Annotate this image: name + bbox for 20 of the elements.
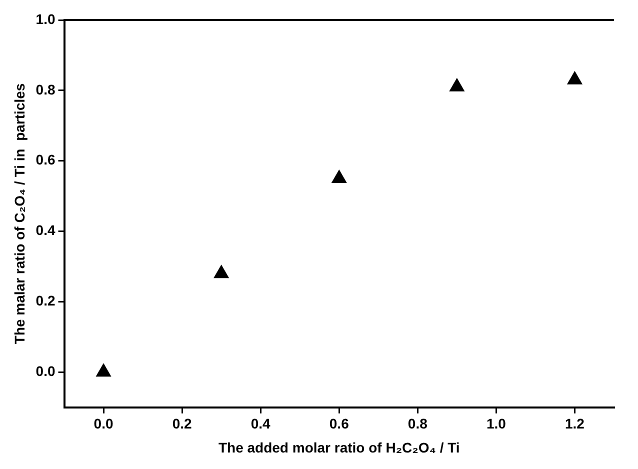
point xyxy=(567,71,582,84)
x-tick-label: 0.4 xyxy=(250,416,271,432)
x-tick-label: 1.2 xyxy=(565,416,585,432)
y-tick-label: 1.0 xyxy=(36,10,56,27)
point xyxy=(450,78,464,92)
y-tick-label: 0.6 xyxy=(36,152,56,168)
y-axis-title: The malar ratio of C₂O₄ / Ti in particles xyxy=(11,83,28,344)
point xyxy=(214,265,229,278)
point xyxy=(332,170,347,183)
y-tick-label: 0.0 xyxy=(36,363,56,380)
x-axis-title: The added molar ratio of H₂C₂O₄ / Ti xyxy=(218,439,460,456)
point xyxy=(96,364,111,377)
y-tick-label: 0.4 xyxy=(36,222,56,238)
y-tick-label: 0.2 xyxy=(36,292,56,309)
y-tick-label: 0.8 xyxy=(36,81,56,98)
x-tick-label: 0.0 xyxy=(94,416,114,432)
x-tick-label: 1.0 xyxy=(486,416,506,432)
x-tick-label: 0.6 xyxy=(329,416,350,432)
x-tick-label: 0.2 xyxy=(172,416,192,432)
x-tick-label: 0.8 xyxy=(408,416,428,432)
